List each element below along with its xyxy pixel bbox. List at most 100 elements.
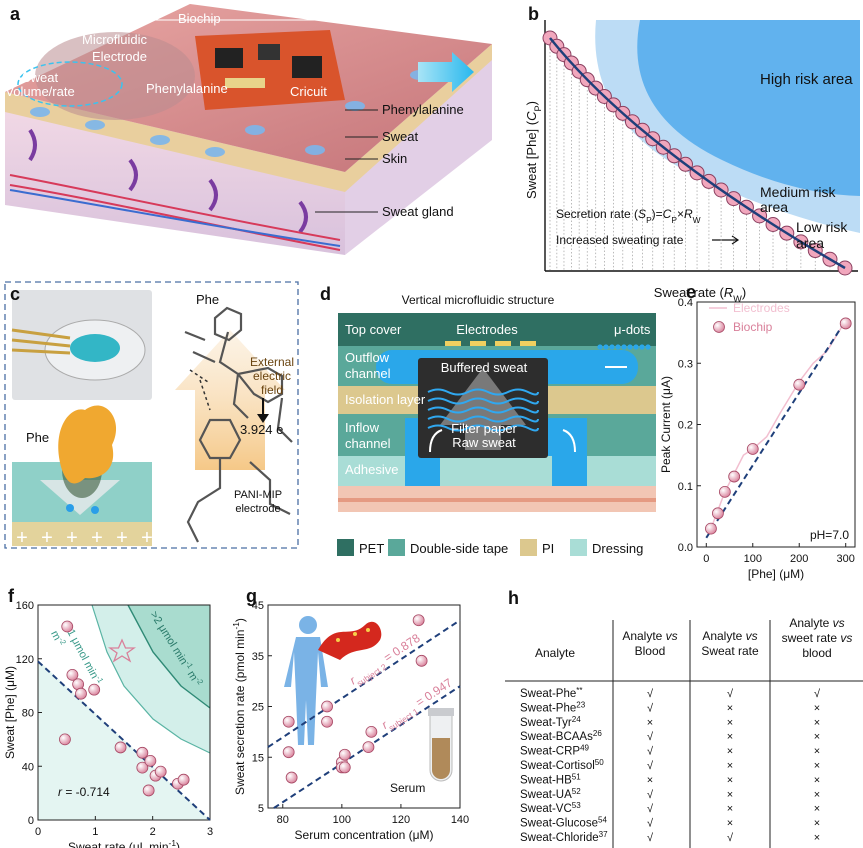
sweat-wave — [427, 415, 539, 423]
label: Volume/rate — [5, 84, 74, 99]
micro-dot — [639, 344, 645, 350]
panel-letter: a — [10, 4, 21, 24]
subscript-run: P — [533, 105, 543, 111]
supscript-run: 26 — [593, 729, 602, 738]
charge-sign: + — [116, 527, 128, 549]
y-tick-label: 25 — [252, 702, 264, 714]
italic-run: vs — [833, 616, 845, 630]
table-header: Sweat rate — [701, 644, 759, 658]
data-point — [136, 746, 149, 759]
label: Outflow — [345, 350, 390, 365]
label: 3.924 e — [240, 422, 283, 437]
supscript-run: 51 — [572, 772, 581, 781]
x-axis-label: Sweat rate (μL min-1) — [68, 838, 180, 848]
flux-regions-part — [107, 638, 137, 663]
italic-run: S — [638, 207, 646, 221]
micro-dot — [615, 344, 621, 350]
x-tick-label: 0 — [35, 826, 41, 838]
table-analyte: Sweat-VC53 — [520, 801, 581, 816]
legend-swatch — [337, 539, 354, 556]
text-run: ) — [176, 840, 180, 848]
table-cell: × — [727, 789, 733, 801]
table-cell: × — [727, 731, 733, 743]
data-point — [712, 507, 724, 520]
data-point — [136, 761, 149, 774]
text-run: Sweat-UA — [520, 789, 572, 801]
panel-letter: c — [10, 284, 20, 304]
molecule-illustration-part — [257, 414, 269, 423]
table-analyte: Sweat-UA52 — [520, 786, 581, 801]
micro-dot — [645, 344, 651, 350]
subscript-run: subject 1 — [387, 706, 421, 733]
x-tick-label: 100 — [333, 814, 351, 826]
supscript-run: ** — [576, 686, 582, 695]
callout: Sweat — [382, 129, 419, 144]
italic-run: vs — [666, 629, 678, 643]
legend-swatch — [388, 539, 405, 556]
label: Vertical microfluidic structure — [402, 293, 555, 307]
legend-swatch — [520, 539, 537, 556]
x-tick-label: 0 — [703, 553, 709, 565]
italic-run: vs — [746, 629, 758, 643]
text-run: m — [183, 666, 200, 683]
text-run: sweet rate — [782, 631, 841, 645]
concept-line — [549, 37, 846, 270]
risk-regions — [544, 20, 860, 272]
label: Electrode — [92, 49, 147, 64]
text-run: = -0.714 — [62, 785, 110, 799]
data-point — [338, 748, 351, 761]
legend-label: Electrodes — [733, 301, 790, 315]
text-run: ) — [524, 101, 539, 105]
table-cell: × — [814, 731, 820, 743]
sweat-wave — [427, 388, 539, 396]
supscript-run: -2 — [194, 675, 205, 686]
table-cell: × — [814, 789, 820, 801]
sweat-wave — [427, 406, 539, 414]
molecule-illustration-part — [184, 306, 293, 543]
body-and-tube-part — [299, 616, 317, 634]
data-point — [793, 378, 806, 391]
flux-regions-part — [91, 604, 211, 754]
x-tick-label: 2 — [150, 826, 156, 838]
skin-illustration-part — [258, 44, 280, 60]
data-point — [59, 733, 71, 746]
annotation: r = -0.714 — [58, 785, 110, 799]
table-analyte: Sweat-CRP49 — [520, 743, 590, 758]
table-analyte: Sweat-Phe23 — [520, 700, 586, 715]
table-cell: × — [814, 717, 820, 729]
table-header: Analyte vs — [789, 616, 844, 630]
skin-illustration-part-part — [150, 135, 170, 145]
skin-illustration-part — [345, 44, 492, 255]
y-tick-label: 120 — [16, 654, 34, 666]
table-cell: √ — [647, 702, 654, 714]
micro-dot — [621, 344, 627, 350]
table-cell: √ — [647, 688, 654, 700]
table-analyte: Sweat-Phe** — [520, 686, 583, 701]
data-point — [66, 668, 79, 681]
text-run: Sweat-Glucose — [520, 818, 598, 830]
table-analyte: Sweat-BCAAs26 — [520, 729, 602, 744]
text-run: )= — [652, 207, 663, 221]
legend-marker — [713, 321, 725, 333]
layer — [470, 341, 486, 346]
y-axis-label: Sweat secretion rate (pmol min-1) — [231, 618, 247, 795]
data-point — [285, 771, 298, 784]
data-point — [728, 470, 741, 483]
label: High risk area — [760, 71, 853, 88]
x-tick-label: 300 — [837, 553, 855, 565]
microfluidic-structure — [338, 313, 656, 512]
label: Medium risk — [760, 184, 836, 200]
label: Cricuit — [290, 84, 327, 99]
x-tick-label: 100 — [744, 553, 762, 565]
panel-letter: e — [686, 282, 696, 302]
text-run: Sweat-Tyr — [520, 717, 572, 729]
label: channel — [345, 436, 391, 451]
subscript-run: P — [646, 215, 652, 225]
text-run: = 0.947 — [410, 675, 455, 711]
data-point — [144, 754, 157, 767]
callout: Phenylalanine — [382, 102, 464, 117]
text-run: Sweat-BCAAs — [520, 731, 593, 743]
y-tick-label: 0.1 — [678, 481, 693, 493]
